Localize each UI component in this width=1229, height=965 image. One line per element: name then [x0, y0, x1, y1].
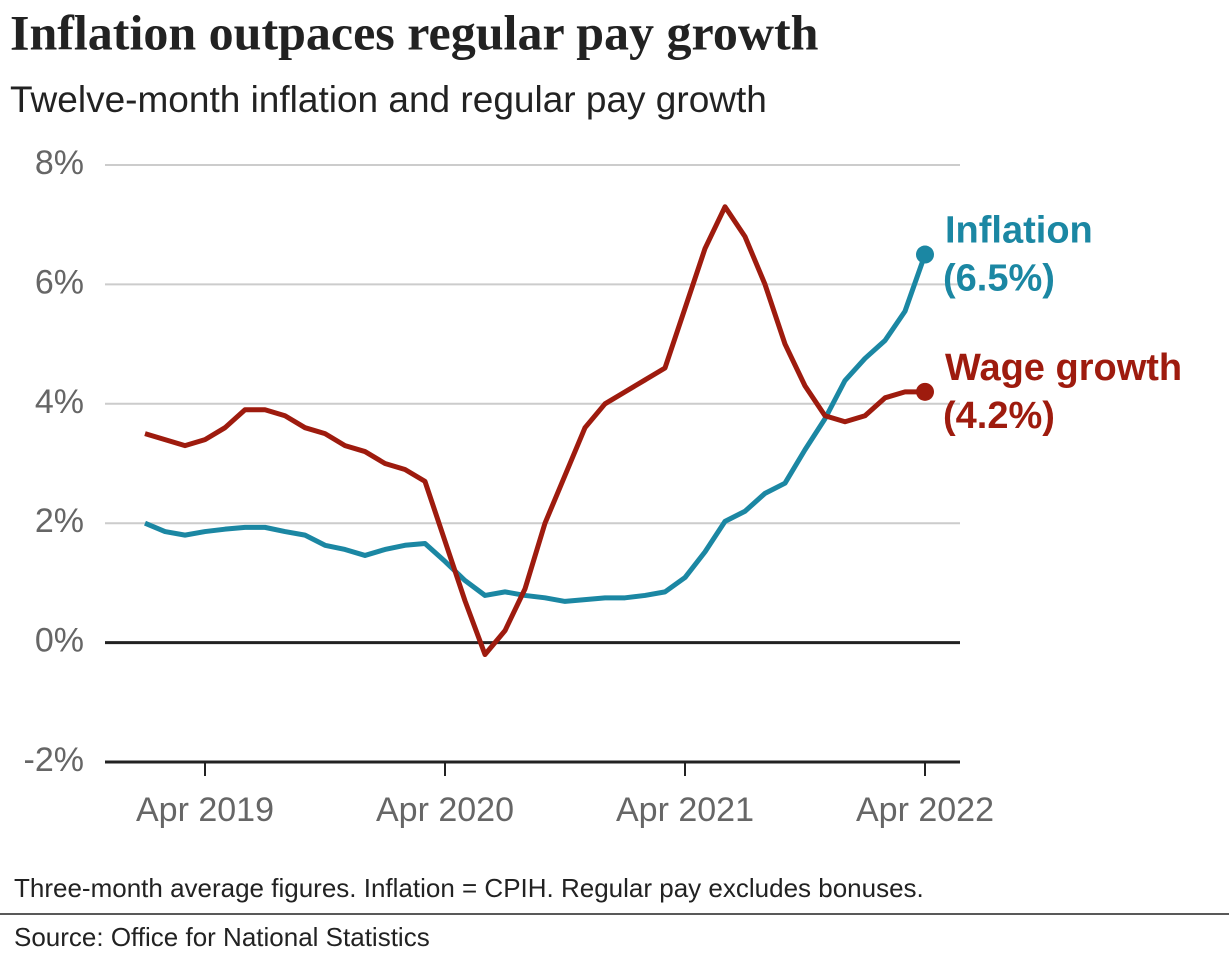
y-tick-label: 4%: [35, 383, 84, 421]
y-tick-label: 6%: [35, 263, 84, 301]
y-tick-label: 8%: [35, 144, 84, 182]
source: Source: Office for National Statistics: [14, 922, 430, 952]
y-tick-label: 2%: [35, 502, 84, 540]
x-tick-label: Apr 2019: [136, 791, 274, 829]
series-line: [144, 253, 928, 604]
end-dot: [916, 245, 934, 264]
footnote: Three-month average figures. Inflation =…: [14, 873, 924, 903]
value-label: (4.2%): [943, 395, 1055, 437]
chart-subtitle: Twelve-month inflation and regular pay g…: [10, 79, 767, 120]
x-tick-label: Apr 2022: [856, 791, 994, 829]
y-tick-label: -2%: [24, 741, 84, 779]
chart-title: Inflation outpaces regular pay growth: [10, 4, 819, 60]
value-label: (6.5%): [943, 258, 1055, 300]
series-label: Inflation: [945, 210, 1093, 252]
y-tick-label: 0%: [35, 622, 84, 660]
end-dot: [916, 382, 934, 401]
series-label: Wage growth: [945, 347, 1182, 389]
x-tick-label: Apr 2020: [376, 791, 514, 829]
x-tick-label: Apr 2021: [616, 791, 754, 829]
series-line: [144, 204, 925, 658]
